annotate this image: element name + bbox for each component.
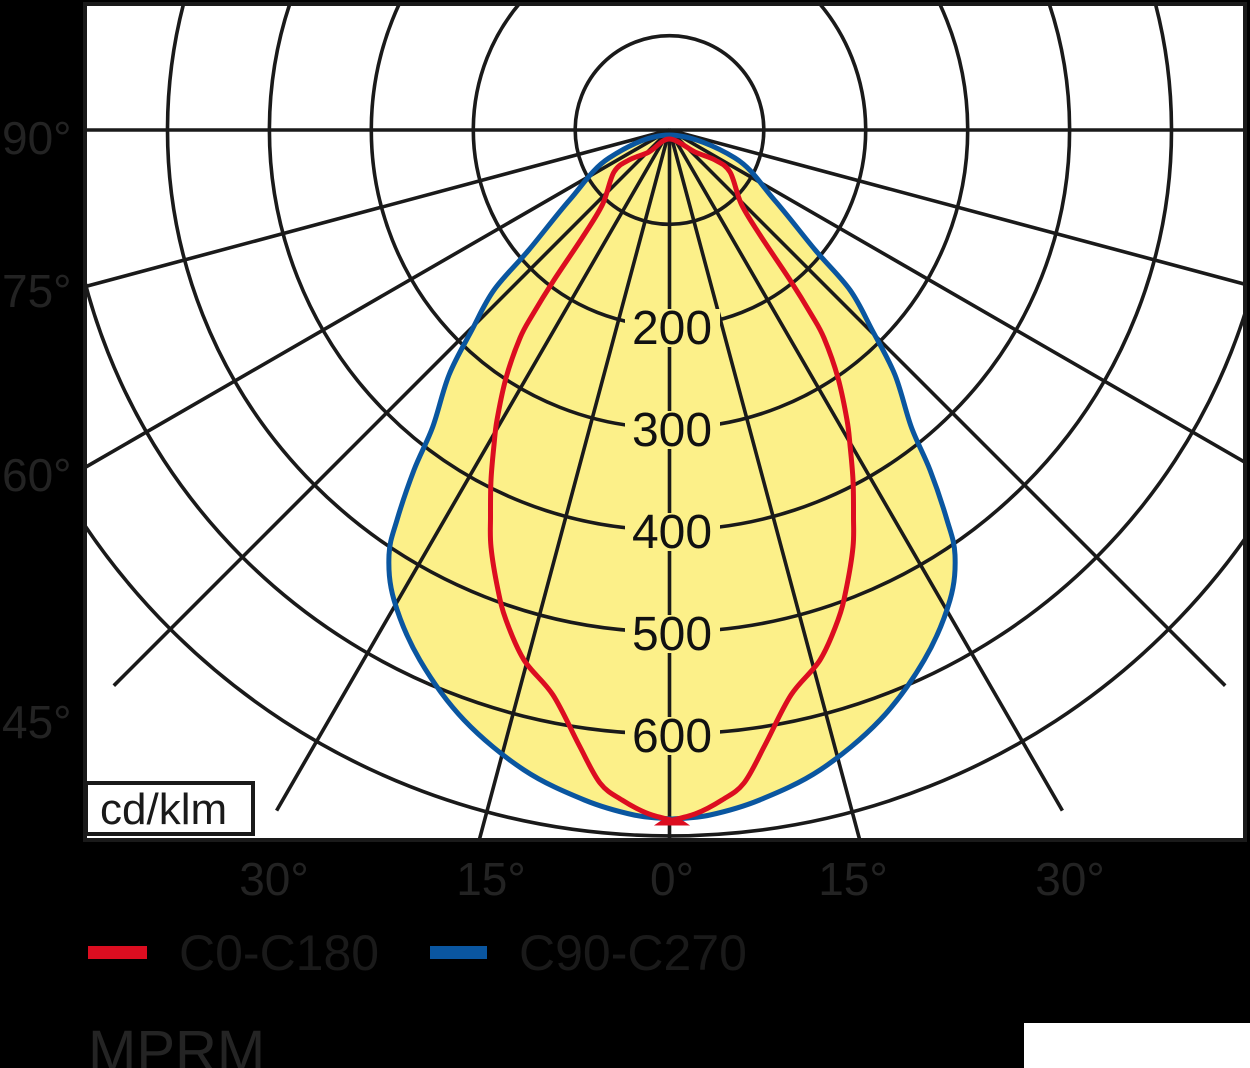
svg-text:600: 600 <box>632 710 712 763</box>
svg-text:90°: 90° <box>2 112 72 164</box>
svg-text:30°: 30° <box>1035 853 1105 905</box>
svg-text:500: 500 <box>632 608 712 661</box>
svg-text:75°: 75° <box>2 265 72 317</box>
svg-text:60°: 60° <box>2 449 72 501</box>
svg-text:45°: 45° <box>2 696 72 748</box>
svg-text:200: 200 <box>632 302 712 355</box>
svg-text:15°: 15° <box>818 853 888 905</box>
svg-text:300: 300 <box>632 404 712 457</box>
svg-text:30°: 30° <box>239 853 309 905</box>
svg-text:15°: 15° <box>456 853 526 905</box>
svg-text:C90-C270: C90-C270 <box>519 925 747 981</box>
svg-text:cd/klm: cd/klm <box>100 785 227 834</box>
svg-text:400: 400 <box>632 506 712 559</box>
svg-text:C0-C180: C0-C180 <box>179 925 379 981</box>
svg-text:MPRM: MPRM <box>88 1019 265 1068</box>
svg-text:0°: 0° <box>650 853 694 905</box>
